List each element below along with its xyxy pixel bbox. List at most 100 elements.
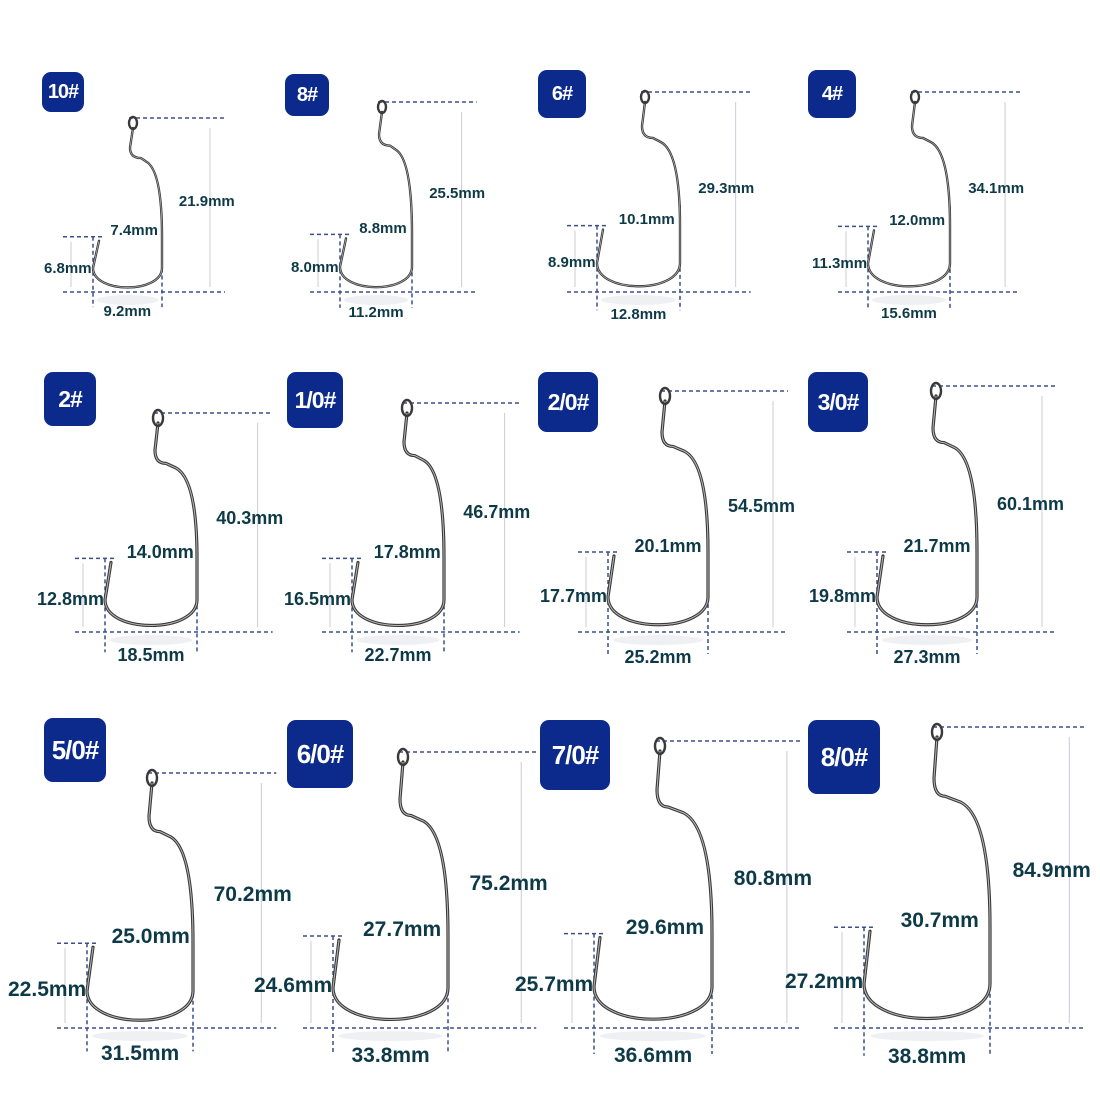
gap-width-label: 14.0mm	[126, 541, 194, 562]
gap-width-label: 25.0mm	[111, 925, 190, 949]
hook-reflection	[343, 295, 409, 305]
size-badge: 8#	[285, 74, 329, 116]
size-badge: 2/0#	[538, 372, 598, 432]
size-badge: 3/0#	[808, 372, 868, 432]
hook-icon	[91, 126, 164, 289]
hook-highlight	[92, 127, 163, 288]
hook-eye-icon	[145, 768, 159, 788]
size-badge: 8/0#	[808, 720, 880, 794]
gap-width-label: 27.7mm	[363, 918, 442, 941]
hook-width-label: 22.7mm	[364, 645, 432, 666]
hook-reflection	[356, 635, 440, 645]
hook-width-label: 18.5mm	[117, 645, 185, 666]
size-badge: 10#	[42, 72, 84, 112]
hook-icon	[331, 760, 450, 1021]
hook-eye-icon	[639, 89, 651, 105]
hook-reflection	[92, 1031, 188, 1041]
hook-highlight	[867, 101, 951, 287]
hook-icon	[866, 100, 952, 288]
gap-height-label: 19.8mm	[809, 585, 877, 606]
gap-height-label: 8.0mm	[291, 258, 339, 276]
hook-eye-icon	[929, 381, 943, 401]
shank-length-label: 46.7mm	[463, 502, 531, 523]
hook-width-label: 33.8mm	[351, 1043, 430, 1067]
shank-length-label: 75.2mm	[469, 872, 548, 896]
hook-highlight	[351, 412, 445, 626]
hook-highlight	[332, 761, 449, 1020]
gap-width-label: 17.8mm	[373, 541, 441, 562]
hook-eye-icon	[396, 747, 410, 767]
hook-reflection	[613, 635, 703, 645]
hook-width-label: 31.5mm	[101, 1042, 180, 1066]
hook-icon	[606, 399, 710, 627]
gap-width-label: 12.0mm	[889, 211, 946, 229]
hook-highlight	[607, 400, 709, 626]
hook-eye-icon	[151, 408, 165, 428]
hook-reflection	[872, 295, 946, 305]
hook-highlight	[863, 736, 991, 1019]
hook-icon	[875, 394, 979, 627]
gap-height-label: 25.7mm	[515, 972, 594, 996]
gap-width-label: 30.7mm	[900, 909, 979, 933]
hook-width-label: 15.6mm	[881, 305, 937, 323]
shank-length-label: 84.9mm	[1012, 859, 1091, 883]
shank-length-label: 34.1mm	[968, 179, 1025, 197]
hook-icon	[103, 421, 199, 627]
hook-highlight	[339, 111, 413, 288]
shank-length-label: 80.8mm	[733, 866, 813, 890]
gap-height-label: 24.6mm	[254, 974, 333, 997]
size-badge: 7/0#	[540, 720, 610, 790]
hook-eye-icon	[930, 722, 944, 742]
hook-icon	[595, 100, 682, 288]
size-badge: 4#	[808, 70, 856, 118]
gap-height-label: 11.3mm	[812, 254, 868, 272]
shank-length-label: 29.3mm	[698, 179, 755, 197]
hook-icon	[862, 735, 992, 1020]
hook-highlight	[86, 782, 194, 1021]
gap-height-label: 16.5mm	[284, 588, 352, 609]
gap-height-label: 8.9mm	[548, 254, 596, 272]
hook-reflection	[109, 635, 193, 645]
hook-reflection	[599, 1031, 707, 1041]
hook-eye-icon	[658, 386, 672, 406]
gap-width-label: 10.1mm	[618, 211, 675, 229]
hook-width-label: 38.8mm	[888, 1045, 967, 1069]
hook-icon	[338, 110, 414, 289]
gap-width-label: 20.1mm	[634, 535, 702, 556]
shank-length-label: 40.3mm	[216, 507, 284, 528]
shank-length-label: 70.2mm	[213, 883, 292, 907]
gap-width-label: 29.6mm	[625, 915, 705, 939]
gap-height-label: 27.2mm	[785, 969, 864, 993]
hook-reflection	[338, 1031, 443, 1041]
gap-height-label: 17.7mm	[540, 585, 608, 606]
size-badge: 6#	[538, 70, 586, 118]
hook-reflection	[96, 295, 159, 305]
size-badge: 6/0#	[287, 720, 353, 788]
hook-eye-icon	[653, 736, 667, 756]
hook-icon	[85, 781, 195, 1022]
gap-height-label: 12.8mm	[37, 588, 105, 609]
size-badge: 1/0#	[287, 372, 343, 428]
gap-width-label: 7.4mm	[110, 222, 158, 240]
hook-eye-icon	[909, 89, 921, 105]
hook-icon	[350, 411, 446, 627]
hook-icon	[592, 749, 714, 1021]
hook-eye-icon	[400, 398, 414, 418]
hook-highlight	[593, 750, 713, 1020]
hook-highlight	[596, 101, 681, 287]
hook-highlight	[876, 395, 978, 626]
gap-height-label: 22.5mm	[8, 977, 87, 1001]
hook-eye-icon	[376, 99, 388, 115]
hook-width-label: 27.3mm	[893, 646, 961, 667]
hook-width-label: 25.2mm	[624, 646, 692, 667]
size-badge: 2#	[44, 372, 96, 426]
shank-length-label: 60.1mm	[997, 493, 1065, 514]
hook-width-label: 12.8mm	[610, 305, 667, 323]
hook-reflection	[882, 635, 972, 645]
hook-width-label: 36.6mm	[614, 1044, 693, 1068]
hook-highlight	[104, 422, 198, 626]
hook-width-label: 9.2mm	[103, 303, 152, 321]
size-badge: 5/0#	[44, 718, 106, 782]
